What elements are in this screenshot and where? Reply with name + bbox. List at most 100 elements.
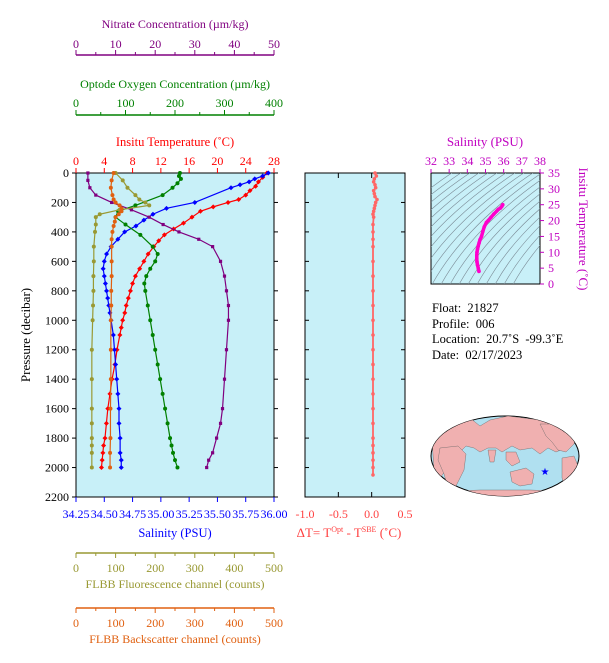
fluorescence-point bbox=[91, 259, 96, 264]
salinity-point bbox=[141, 217, 147, 223]
ts-point bbox=[478, 237, 482, 242]
density-contour bbox=[431, 173, 540, 284]
fluorescence-point bbox=[89, 377, 94, 382]
backscatter-point bbox=[108, 406, 113, 411]
pressure-tick-label: 1800 bbox=[45, 431, 69, 445]
oxygen-axis: 0 100 200 300 400 Optode Oxygen Concentration… bbox=[73, 77, 283, 116]
fluorescence-point bbox=[89, 465, 94, 470]
oxygen-axis-tick-label: 100 bbox=[117, 96, 135, 110]
backscatter-point bbox=[111, 197, 116, 202]
density-contour bbox=[431, 173, 471, 203]
ts-point bbox=[475, 247, 480, 251]
salinity-point bbox=[113, 361, 119, 367]
fluorescence-point bbox=[91, 288, 96, 293]
fluorescence-point bbox=[89, 347, 94, 352]
temperature-point bbox=[118, 325, 124, 331]
ts-point bbox=[482, 225, 487, 229]
delta-t-point bbox=[371, 443, 375, 448]
backscatter-point bbox=[110, 229, 115, 234]
nitrate-axis-tick-label: 20 bbox=[149, 37, 161, 51]
temperature-axis-tick-label: 28 bbox=[268, 154, 280, 168]
temperature-point bbox=[130, 280, 136, 286]
delta-t-point bbox=[371, 212, 375, 217]
fluorescence-point bbox=[91, 303, 96, 308]
delta-t-tick-label: 0.5 bbox=[398, 507, 413, 521]
salinity-point bbox=[110, 332, 116, 338]
nitrate-axis-tick-label: 40 bbox=[228, 37, 240, 51]
delta-t-point bbox=[371, 318, 375, 323]
oxygen-point bbox=[142, 281, 147, 286]
delta-t-point bbox=[371, 451, 375, 455]
temperature-axis: 0 4 8 12 16 20 24 28 Insitu Temperature (˚C) bbox=[73, 135, 280, 173]
delta-t-point bbox=[375, 197, 379, 202]
delta-t-point bbox=[371, 274, 375, 278]
ts-point bbox=[475, 260, 479, 264]
nitrate-point bbox=[222, 377, 227, 381]
nitrate-point bbox=[177, 230, 181, 234]
oxygen-axis-tick-label: 0 bbox=[73, 96, 79, 110]
backscatter-point bbox=[116, 212, 121, 217]
salinity-series bbox=[100, 170, 271, 471]
oxygen-axis-tick-label: 300 bbox=[216, 96, 234, 110]
pressure-tick-label: 1400 bbox=[45, 372, 69, 386]
temperature-point bbox=[225, 199, 231, 205]
delta-t-point bbox=[371, 473, 375, 477]
delta-t-point bbox=[371, 303, 375, 308]
salinity-axis-tick-label: 36.00 bbox=[261, 507, 288, 521]
salinity-point bbox=[265, 170, 271, 176]
delta-t-point bbox=[371, 377, 375, 381]
pressure-axis-label: Pressure (decibar) bbox=[18, 288, 33, 382]
nitrate-point bbox=[205, 465, 209, 470]
float-id: Float: 21827 bbox=[432, 301, 499, 315]
fluorescence-point bbox=[147, 203, 152, 208]
nitrate-point bbox=[94, 193, 98, 197]
backscatter-point bbox=[111, 224, 116, 229]
backscatter-point bbox=[108, 377, 113, 382]
ts-point bbox=[489, 215, 493, 220]
pressure-tick-label: 200 bbox=[51, 195, 69, 209]
nitrate-point bbox=[211, 245, 215, 249]
nitrate-point bbox=[86, 178, 90, 182]
salinity-point bbox=[133, 223, 139, 229]
ts-x-tick-label: 32 bbox=[425, 154, 437, 168]
oxygen-point bbox=[123, 222, 128, 227]
delta-t-panel: -1.0 -0.5 0.0 0.5 ΔT= TOpt - TSBE (˚C) bbox=[296, 171, 413, 540]
delta-t-point bbox=[374, 174, 379, 178]
bottom-axes: 34.25 34.50 34.75 35.00 35.25 35.50 35.75 36.00… bbox=[63, 497, 288, 646]
backscatter-point bbox=[108, 185, 113, 190]
oxygen-point bbox=[160, 193, 165, 198]
backscatter-point bbox=[109, 274, 114, 279]
delta-t-point bbox=[371, 188, 376, 193]
ts-y-tick-label: 10 bbox=[548, 245, 560, 259]
density-contour bbox=[431, 173, 453, 189]
delta-t-axis-label: ΔT= TOpt - TSBE (˚C) bbox=[297, 525, 402, 540]
backscatter-point bbox=[113, 215, 118, 220]
nitrate-point bbox=[211, 451, 215, 455]
ts-y-tick-label: 30 bbox=[548, 182, 560, 196]
ts-title: Salinity (PSU) bbox=[447, 134, 523, 149]
temperature-point bbox=[189, 214, 195, 220]
salinity-point bbox=[116, 406, 122, 412]
pressure-tick-label: 1200 bbox=[45, 343, 69, 357]
nitrate-point bbox=[218, 421, 223, 425]
backscatter-point bbox=[108, 318, 113, 323]
fluorescence-point bbox=[89, 436, 94, 441]
backscatter-axis-tick-label: 100 bbox=[107, 616, 125, 630]
oxygen-series bbox=[113, 171, 183, 470]
salinity-axis-tick-label: 35.50 bbox=[204, 507, 231, 521]
fluorescence-axis-tick-label: 500 bbox=[265, 561, 283, 575]
delta-t-tick-label: -1.0 bbox=[296, 507, 315, 521]
ts-point bbox=[475, 250, 479, 255]
temperature-point bbox=[255, 179, 261, 185]
backscatter-axis: 0 100 200 300 400 500 FLBB Backscatter channel… bbox=[73, 607, 283, 646]
ts-x-tick-label: 34 bbox=[461, 154, 473, 168]
salinity-axis-tick-label: 34.50 bbox=[91, 507, 118, 521]
density-contour bbox=[467, 200, 540, 284]
temperature-point bbox=[210, 204, 216, 210]
temperature-point bbox=[127, 288, 133, 294]
ts-y-tick-label: 0 bbox=[548, 277, 554, 291]
world-map: ★ bbox=[430, 415, 580, 497]
